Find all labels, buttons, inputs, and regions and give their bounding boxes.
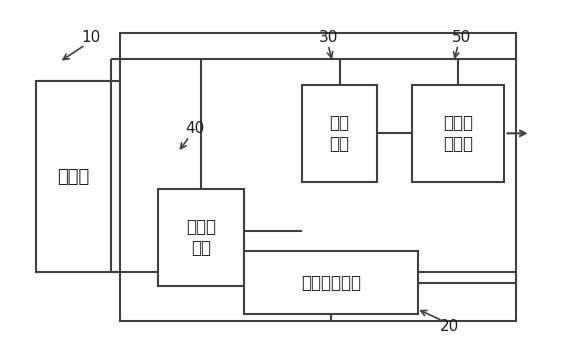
- FancyBboxPatch shape: [157, 189, 244, 286]
- Text: 决策
电路: 决策 电路: [329, 114, 350, 153]
- Text: 30: 30: [318, 30, 338, 46]
- Text: 继电器: 继电器: [58, 168, 90, 186]
- Text: 10: 10: [81, 30, 101, 46]
- Text: 信号输
出电路: 信号输 出电路: [443, 114, 473, 153]
- FancyBboxPatch shape: [412, 85, 504, 182]
- Text: 动作敏
感器: 动作敏 感器: [186, 218, 216, 257]
- Text: 直流电源电压: 直流电源电压: [301, 274, 361, 292]
- Text: 50: 50: [451, 30, 471, 46]
- Text: 20: 20: [440, 318, 459, 334]
- FancyBboxPatch shape: [244, 251, 418, 314]
- FancyBboxPatch shape: [302, 85, 377, 182]
- Text: 40: 40: [185, 121, 205, 135]
- FancyBboxPatch shape: [36, 81, 111, 272]
